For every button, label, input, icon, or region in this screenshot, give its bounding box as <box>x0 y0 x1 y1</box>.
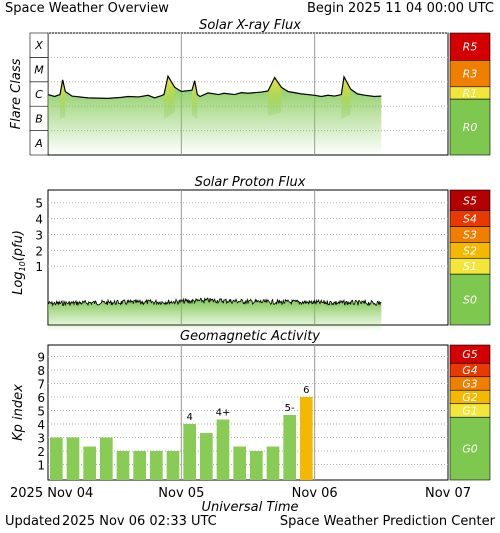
xray-flux-line <box>47 74 382 99</box>
proton-y-tick-label: 4 <box>35 213 43 227</box>
xray-scale-r0 <box>449 98 491 156</box>
kp-bar-label: 4 <box>186 412 192 423</box>
x-tick-label: Nov 07 <box>425 486 471 501</box>
source-credit: Space Weather Prediction Center <box>279 514 495 529</box>
x-tick-label: Nov 05 <box>158 486 204 501</box>
proton-panel-title: Solar Proton Flux <box>194 175 306 190</box>
kp-scale-g0 <box>449 416 491 481</box>
kp-bar <box>83 446 96 480</box>
kp-y-axis-label: Kp index <box>11 384 26 441</box>
xray-scale-label: R3 <box>463 68 478 81</box>
xray-flare-highlight <box>268 77 282 116</box>
updated-value: 2025 Nov 06 02:33 UTC <box>62 514 217 529</box>
kp-y-tick-label: 6 <box>37 391 45 405</box>
kp-y-tick-label: 3 <box>37 432 45 446</box>
kp-scale-label: G5 <box>462 348 478 361</box>
proton-scale-label: S4 <box>463 213 477 226</box>
x-axis-label: Universal Time <box>201 500 298 515</box>
xray-class-label: A <box>34 137 43 150</box>
kp-y-tick-label: 7 <box>37 378 45 392</box>
page-title: Space Weather Overview <box>5 1 169 16</box>
proton-scale-label: S3 <box>463 228 477 241</box>
xray-scale-label: R0 <box>463 121 478 134</box>
x-tick-label: 2025 Nov 04 <box>10 486 93 501</box>
kp-plot-area <box>47 344 449 481</box>
kp-bar <box>266 446 280 480</box>
kp-bar <box>50 437 63 480</box>
proton-y-tick-label: 3 <box>35 228 43 242</box>
xray-class-box <box>29 32 49 58</box>
kp-bar <box>166 451 180 480</box>
xray-class-label: M <box>34 64 44 77</box>
kp-y-tick-label: 1 <box>37 459 45 473</box>
kp-bar <box>200 433 213 480</box>
xray-scale-r3 <box>449 60 491 88</box>
proton-y-tick-label: 2 <box>35 244 43 258</box>
kp-bar <box>133 451 146 480</box>
proton-scale-label: S2 <box>463 244 477 257</box>
proton-flux-area <box>48 298 382 332</box>
proton-scale-s0 <box>449 273 491 326</box>
xray-class-label: C <box>35 88 43 101</box>
kp-y-tick-label: 2 <box>37 445 45 459</box>
kp-scale-label: G3 <box>462 378 478 391</box>
xray-flare-highlight <box>164 76 175 120</box>
begin-label: Begin <box>307 1 345 16</box>
proton-flux-line <box>47 297 382 307</box>
kp-bar <box>283 414 296 480</box>
x-tick-label: Nov 06 <box>292 486 338 501</box>
kp-bar <box>250 451 263 480</box>
proton-y-tick-label: 1 <box>35 260 43 274</box>
kp-y-tick-label: 4 <box>37 418 45 432</box>
xray-scale-r5 <box>449 32 491 61</box>
updated-label: Updated <box>5 514 61 529</box>
kp-bar <box>116 451 130 480</box>
kp-bar <box>183 424 196 480</box>
proton-y-tick-label: 5 <box>35 197 43 211</box>
proton-scale-label: S5 <box>463 194 477 207</box>
kp-y-tick-label: 8 <box>37 364 45 378</box>
xray-class-label: X <box>34 39 43 52</box>
kp-bar <box>150 451 163 480</box>
begin-value: 2025 11 04 00:00 UTC <box>348 1 494 16</box>
kp-bar-label: 4+ <box>216 408 231 419</box>
xray-y-axis-label: Flare Class <box>9 58 24 129</box>
kp-bar-label: 5- <box>285 403 295 414</box>
kp-bar <box>100 437 113 480</box>
xray-class-label: B <box>35 112 43 125</box>
xray-scale-label: R1 <box>463 87 478 100</box>
xray-scale-label: R5 <box>463 41 478 54</box>
xray-flare-highlight <box>341 76 351 120</box>
proton-scale-label: S1 <box>463 260 477 273</box>
kp-y-tick-label: 5 <box>37 405 45 419</box>
kp-scale-label: G2 <box>462 391 478 404</box>
proton-y-axis-label: Log10(pfu) <box>11 230 27 295</box>
proton-scale-label: S0 <box>463 294 477 307</box>
kp-bar <box>300 397 313 480</box>
kp-bar-label: 6 <box>303 385 309 396</box>
xray-panel-title: Solar X-ray Flux <box>199 18 301 33</box>
kp-y-tick-label: 9 <box>37 351 45 365</box>
kp-scale-label: G0 <box>462 443 478 456</box>
xray-flux-area <box>48 76 382 155</box>
kp-bar <box>233 446 246 480</box>
kp-bar <box>216 419 230 480</box>
geomagnetic-panel-title: Geomagnetic Activity <box>180 329 320 344</box>
kp-scale-label: G4 <box>462 364 478 377</box>
kp-scale-label: G1 <box>462 405 478 418</box>
kp-bar <box>66 437 80 480</box>
